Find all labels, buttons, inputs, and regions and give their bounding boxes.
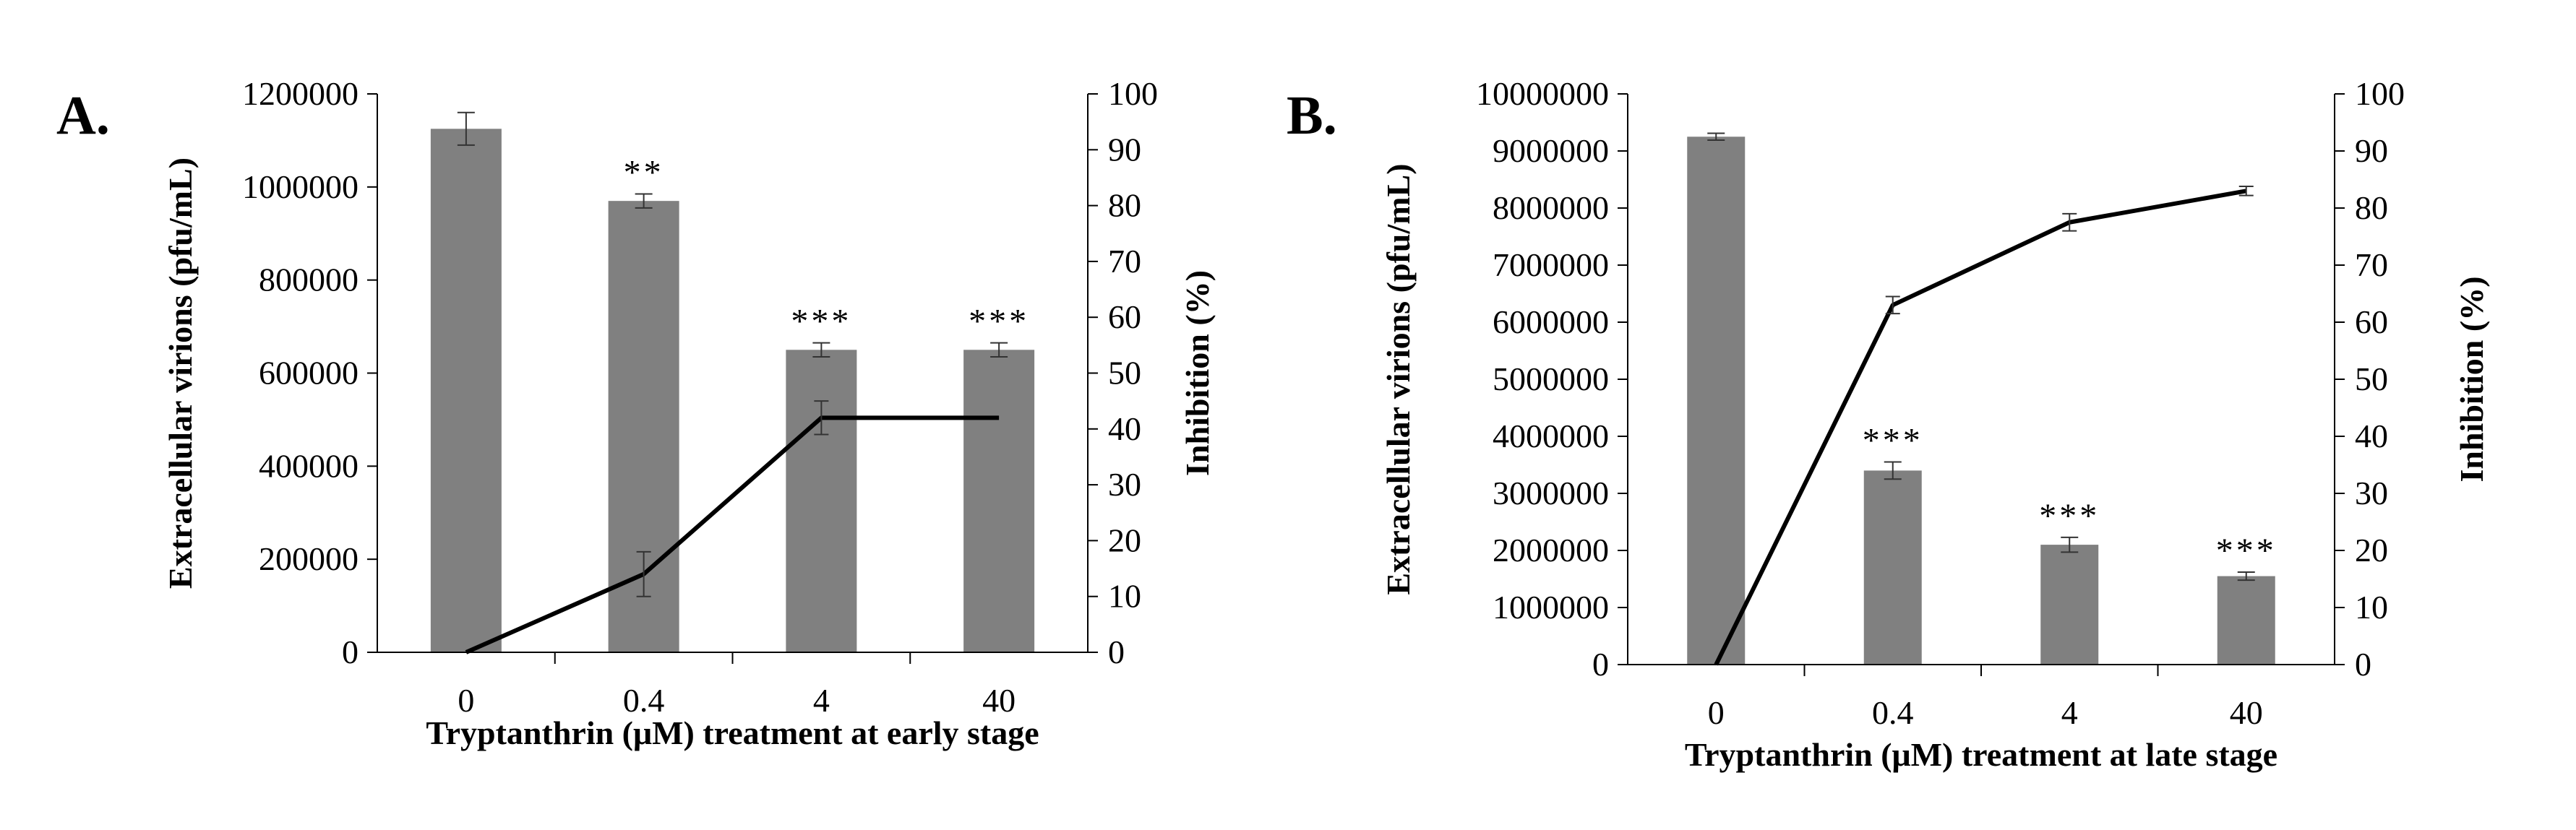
y-tick-label: 600000: [259, 355, 359, 392]
y-axis-title: Extracellular virions (pfu/mL): [162, 157, 199, 589]
panel-label: A.: [56, 85, 110, 146]
y2-tick-label: 10: [2355, 589, 2388, 626]
x-axis-title: Tryptanthrin (μM) treatment at late stag…: [1685, 736, 2277, 773]
y2-tick-label: 100: [2355, 75, 2405, 112]
y2-tick-label: 50: [1108, 355, 1141, 392]
y2-tick-label: 20: [2355, 532, 2388, 569]
bar: [963, 350, 1035, 652]
x-tick-label: 40: [982, 682, 1016, 719]
bar: [2040, 545, 2099, 665]
significance-marker: **: [624, 153, 664, 191]
bar: [786, 350, 857, 652]
significance-marker: ***: [2216, 532, 2277, 570]
y-tick-label: 3000000: [1493, 475, 1609, 511]
y-tick-label: 6000000: [1493, 303, 1609, 340]
y2-tick-label: 0: [2355, 646, 2371, 683]
y-tick-label: 0: [1592, 646, 1609, 683]
y2-tick-label: 0: [1108, 634, 1125, 670]
y-axis-title: Extracellular virions (pfu/mL): [1380, 163, 1417, 595]
y2-tick-label: 70: [2355, 246, 2388, 283]
y2-tick-label: 90: [1108, 131, 1141, 168]
bar: [430, 129, 502, 652]
y2-tick-label: 60: [1108, 298, 1141, 335]
panel-label: B.: [1287, 85, 1337, 146]
y-tick-label: 5000000: [1493, 360, 1609, 397]
panel-a: A.***** ***020000040000060000080000010000…: [56, 75, 1216, 751]
y2-tick-label: 70: [1108, 243, 1141, 280]
y-tick-label: 1200000: [242, 75, 359, 112]
bar: [1863, 470, 1922, 665]
significance-marker: ***: [1863, 422, 1923, 460]
y-tick-label: 8000000: [1493, 189, 1609, 226]
significance-marker: ***: [969, 303, 1029, 341]
y-tick-label: 7000000: [1493, 246, 1609, 283]
y-tick-label: 4000000: [1493, 418, 1609, 454]
x-tick-label: 0.4: [1872, 694, 1914, 731]
y-tick-label: 1000000: [242, 168, 359, 205]
y-tick-label: 10000000: [1476, 75, 1609, 112]
y2-tick-label: 30: [2355, 475, 2388, 511]
bar: [2217, 576, 2275, 665]
significance-marker: ***: [791, 303, 851, 341]
x-tick-label: 4: [2061, 694, 2078, 731]
y-tick-label: 9000000: [1493, 132, 1609, 169]
inhibition-line: [465, 415, 1000, 654]
y-tick-label: 800000: [259, 261, 359, 298]
y-tick-label: 400000: [259, 447, 359, 484]
y2-tick-label: 100: [1108, 75, 1158, 112]
y2-tick-label: 10: [1108, 578, 1141, 615]
x-tick-label: 0.4: [623, 682, 665, 719]
x-tick-label: 4: [813, 682, 830, 719]
y2-tick-label: 30: [1108, 466, 1141, 503]
y2-axis-title: Inhibition (%): [1179, 270, 1216, 476]
y2-tick-label: 40: [2355, 418, 2388, 454]
significance-marker: ***: [2039, 497, 2100, 535]
y2-tick-label: 60: [2355, 303, 2388, 340]
y2-tick-label: 80: [2355, 189, 2388, 226]
y-tick-label: 1000000: [1493, 589, 1609, 626]
y-tick-label: 200000: [259, 540, 359, 577]
x-tick-label: 0: [1708, 694, 1725, 731]
panel-b: B. *** *** *** 0 1000000 2000000 3000000 4000000…: [1287, 75, 2490, 773]
y-tick-label: 0: [342, 634, 359, 670]
x-axis-title: Tryptanthrin (μM) treatment at early sta…: [426, 714, 1039, 751]
bar: [1687, 137, 1746, 665]
y2-tick-label: 90: [2355, 132, 2388, 169]
x-tick-label: 0: [458, 682, 474, 719]
x-tick-label: 40: [2230, 694, 2263, 731]
y2-tick-label: 80: [1108, 187, 1141, 224]
y2-tick-label: 40: [1108, 410, 1141, 447]
y2-tick-label: 20: [1108, 522, 1141, 558]
y2-tick-label: 50: [2355, 360, 2388, 397]
y-tick-label: 2000000: [1493, 532, 1609, 569]
y2-axis-title: Inhibition (%): [2453, 276, 2490, 482]
inhibition-line: [1714, 189, 2247, 666]
